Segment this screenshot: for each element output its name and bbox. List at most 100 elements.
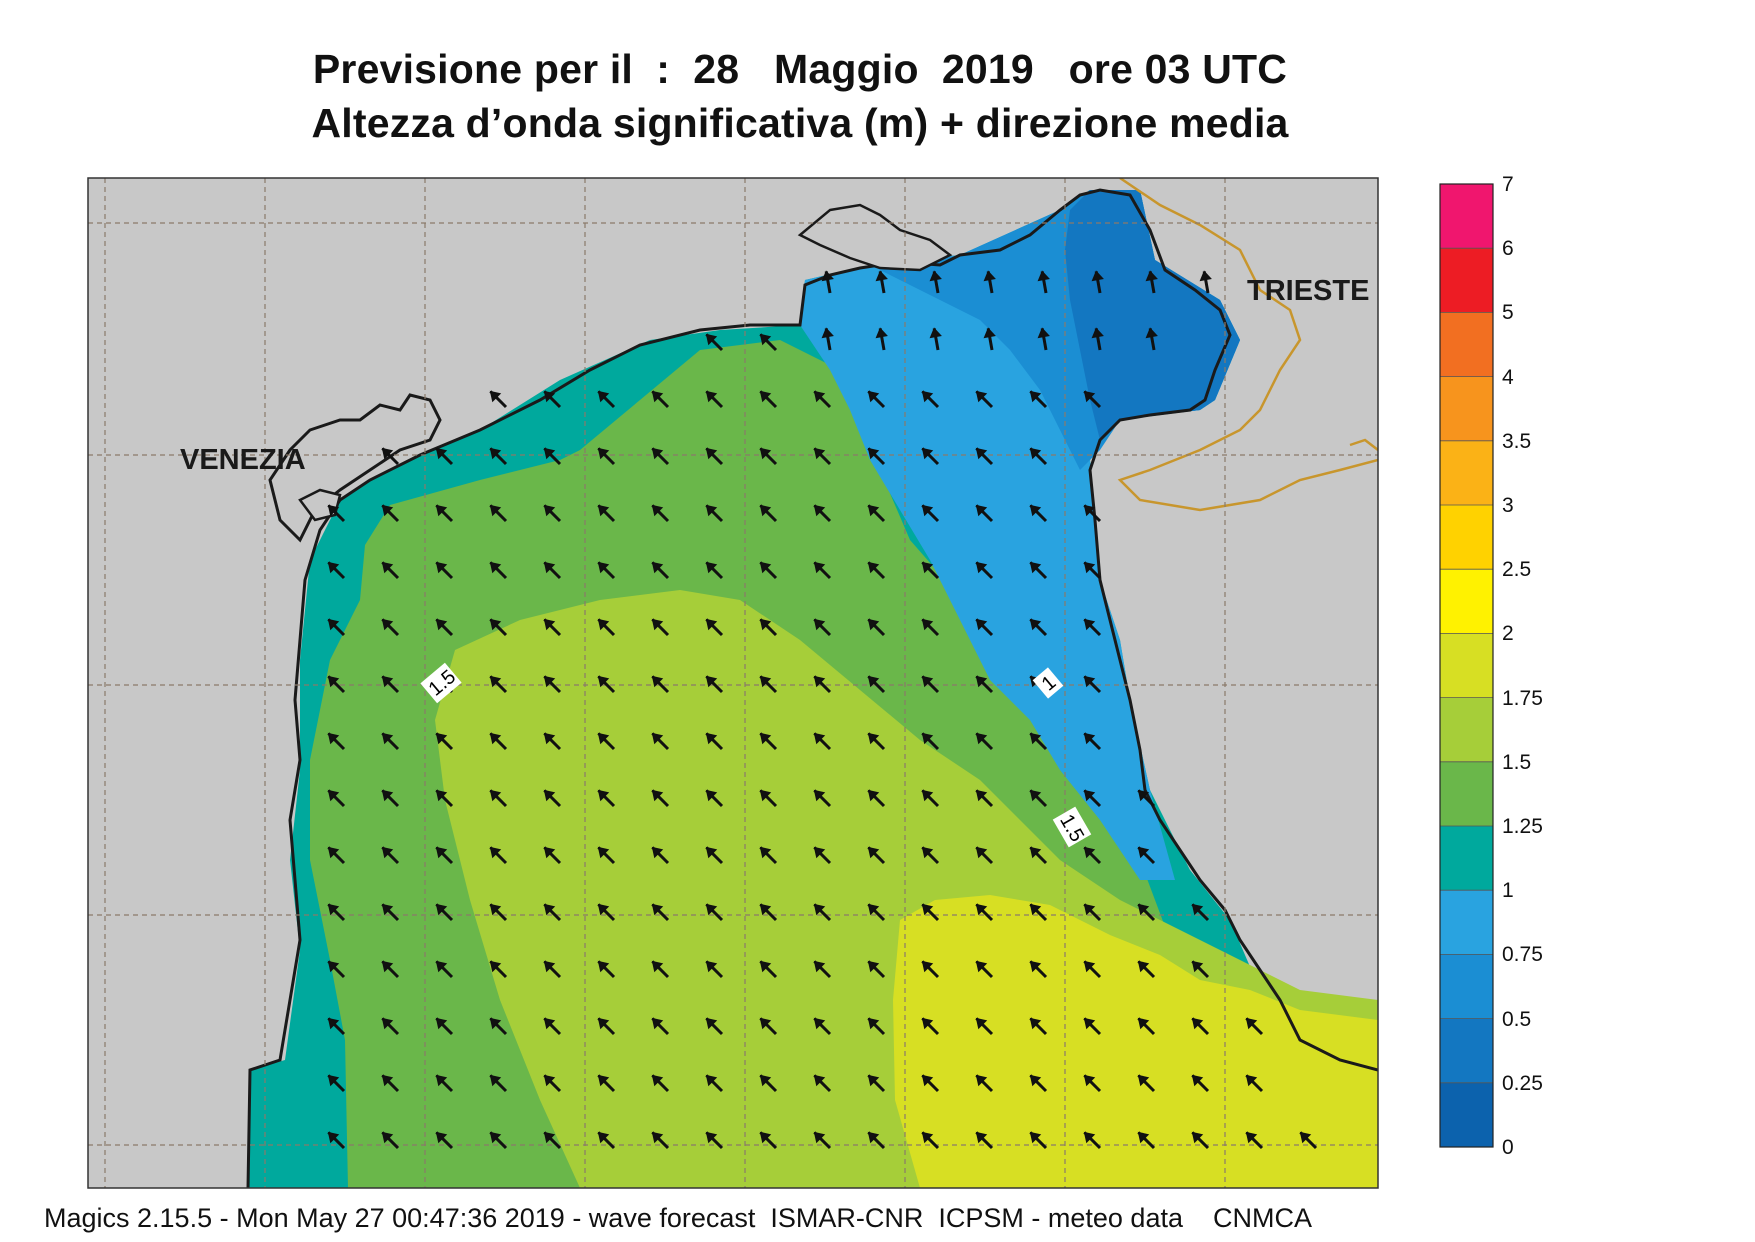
wave-arrow-head — [813, 732, 826, 745]
wave-arrow-head — [1083, 903, 1096, 916]
wave-arrow-head — [651, 618, 664, 631]
wave-arrow-head — [867, 504, 880, 517]
legend-swatch — [1440, 890, 1493, 955]
sea-band-0.25-0.5 — [1065, 190, 1240, 440]
wave-arrow-head — [489, 504, 502, 517]
wave-arrow-head — [651, 1074, 664, 1087]
grid-lines — [88, 178, 1378, 1188]
wave-arrow-head — [327, 618, 340, 631]
legend-label: 0.25 — [1502, 1071, 1543, 1095]
wave-arrow-head — [1029, 561, 1042, 574]
wave-arrow-head — [1083, 390, 1096, 403]
border-line — [1349, 438, 1378, 451]
legend-swatch — [1440, 312, 1493, 378]
wave-arrow-head — [705, 1074, 718, 1087]
legend-swatch — [1440, 184, 1493, 249]
legend-label: 6 — [1502, 237, 1514, 261]
wave-arrow-head — [1083, 1017, 1096, 1030]
wave-arrow-head — [1029, 789, 1042, 802]
wave-arrow-head — [705, 504, 718, 517]
wave-arrow-head — [597, 1074, 610, 1087]
wave-arrow-head — [1083, 561, 1096, 574]
wave-arrow-head — [1191, 1131, 1204, 1144]
wave-arrow-head — [597, 789, 610, 802]
wave-arrow-head — [759, 447, 772, 460]
wave-arrow-head — [1029, 390, 1042, 403]
wave-arrow-head — [705, 561, 718, 574]
wave-arrow-head — [597, 732, 610, 745]
wave-arrow-head — [435, 447, 448, 460]
wave-arrow-head — [651, 960, 664, 973]
wave-arrow-head — [1029, 618, 1042, 631]
wave-arrow-head — [543, 447, 556, 460]
wave-arrow-head — [921, 675, 934, 688]
wave-arrow-head — [705, 447, 718, 460]
wave-arrow-head — [759, 561, 772, 574]
wave-arrow-head — [435, 903, 448, 916]
legend-swatch — [1440, 569, 1493, 634]
wave-arrow-head — [327, 732, 340, 745]
wave-arrow-head — [381, 447, 394, 460]
wave-arrow-head — [1037, 327, 1050, 339]
wave-arrow-head — [1245, 1131, 1258, 1144]
legend-label: 5 — [1502, 301, 1514, 325]
wave-arrow-head — [975, 447, 988, 460]
wave-arrow-head — [381, 618, 394, 631]
wave-arrow-head — [867, 561, 880, 574]
wave-arrow-head — [327, 960, 340, 973]
wave-arrow-head — [867, 732, 880, 745]
wave-arrow-head — [1083, 846, 1096, 859]
wave-arrow-head — [1083, 1131, 1096, 1144]
wave-arrow-head — [327, 1131, 340, 1144]
wave-arrow-head — [921, 390, 934, 403]
wave-arrow-head — [435, 846, 448, 859]
wave-arrow-head — [921, 1131, 934, 1144]
wave-arrow-head — [759, 1017, 772, 1030]
wave-arrow-head — [759, 1131, 772, 1144]
wave-arrow-head — [821, 270, 834, 282]
wave-arrow-head — [1091, 327, 1104, 339]
wave-arrow-head — [975, 846, 988, 859]
wave-arrow-head — [489, 1017, 502, 1030]
wave-arrow-head — [867, 618, 880, 631]
wave-arrow-head — [597, 447, 610, 460]
wave-arrow-head — [597, 1017, 610, 1030]
wave-arrow-head — [489, 618, 502, 631]
wave-arrow-head — [813, 1131, 826, 1144]
wave-arrow-head — [759, 846, 772, 859]
wave-arrow-head — [1083, 675, 1096, 688]
wave-arrow-head — [813, 789, 826, 802]
wave-arrow-head — [597, 846, 610, 859]
wave-arrow-head — [813, 675, 826, 688]
wave-arrow-head — [651, 504, 664, 517]
wave-arrow-head — [489, 732, 502, 745]
map-frame — [87, 177, 1379, 1189]
wave-arrow-head — [975, 1131, 988, 1144]
city-label-trieste: TRIESTE — [1247, 275, 1369, 307]
wave-arrow-head — [705, 846, 718, 859]
wave-arrow-head — [867, 960, 880, 973]
wave-arrow-head — [983, 327, 996, 339]
wave-arrow-head — [327, 1074, 340, 1087]
wave-arrow-head — [597, 675, 610, 688]
wave-arrow-head — [1137, 903, 1150, 916]
wave-arrow-head — [921, 504, 934, 517]
wave-arrow-head — [489, 675, 502, 688]
wave-arrow-head — [543, 903, 556, 916]
wave-arrow-head — [1083, 732, 1096, 745]
wave-arrow-head — [875, 270, 888, 282]
wave-arrow-head — [813, 447, 826, 460]
wave-arrow-head — [821, 327, 834, 339]
wave-arrow-head — [597, 1131, 610, 1144]
wave-arrow-head — [381, 561, 394, 574]
wave-arrow-head — [381, 1131, 394, 1144]
wave-arrow-head — [1191, 1017, 1204, 1030]
wave-arrow-head — [489, 846, 502, 859]
wave-arrow-head — [759, 732, 772, 745]
wave-arrow-head — [435, 732, 448, 745]
legend-label: 2 — [1502, 622, 1514, 646]
wave-arrow-head — [983, 270, 996, 282]
wave-arrow-head — [489, 789, 502, 802]
wave-arrow-head — [705, 1131, 718, 1144]
wave-arrow-head — [381, 675, 394, 688]
